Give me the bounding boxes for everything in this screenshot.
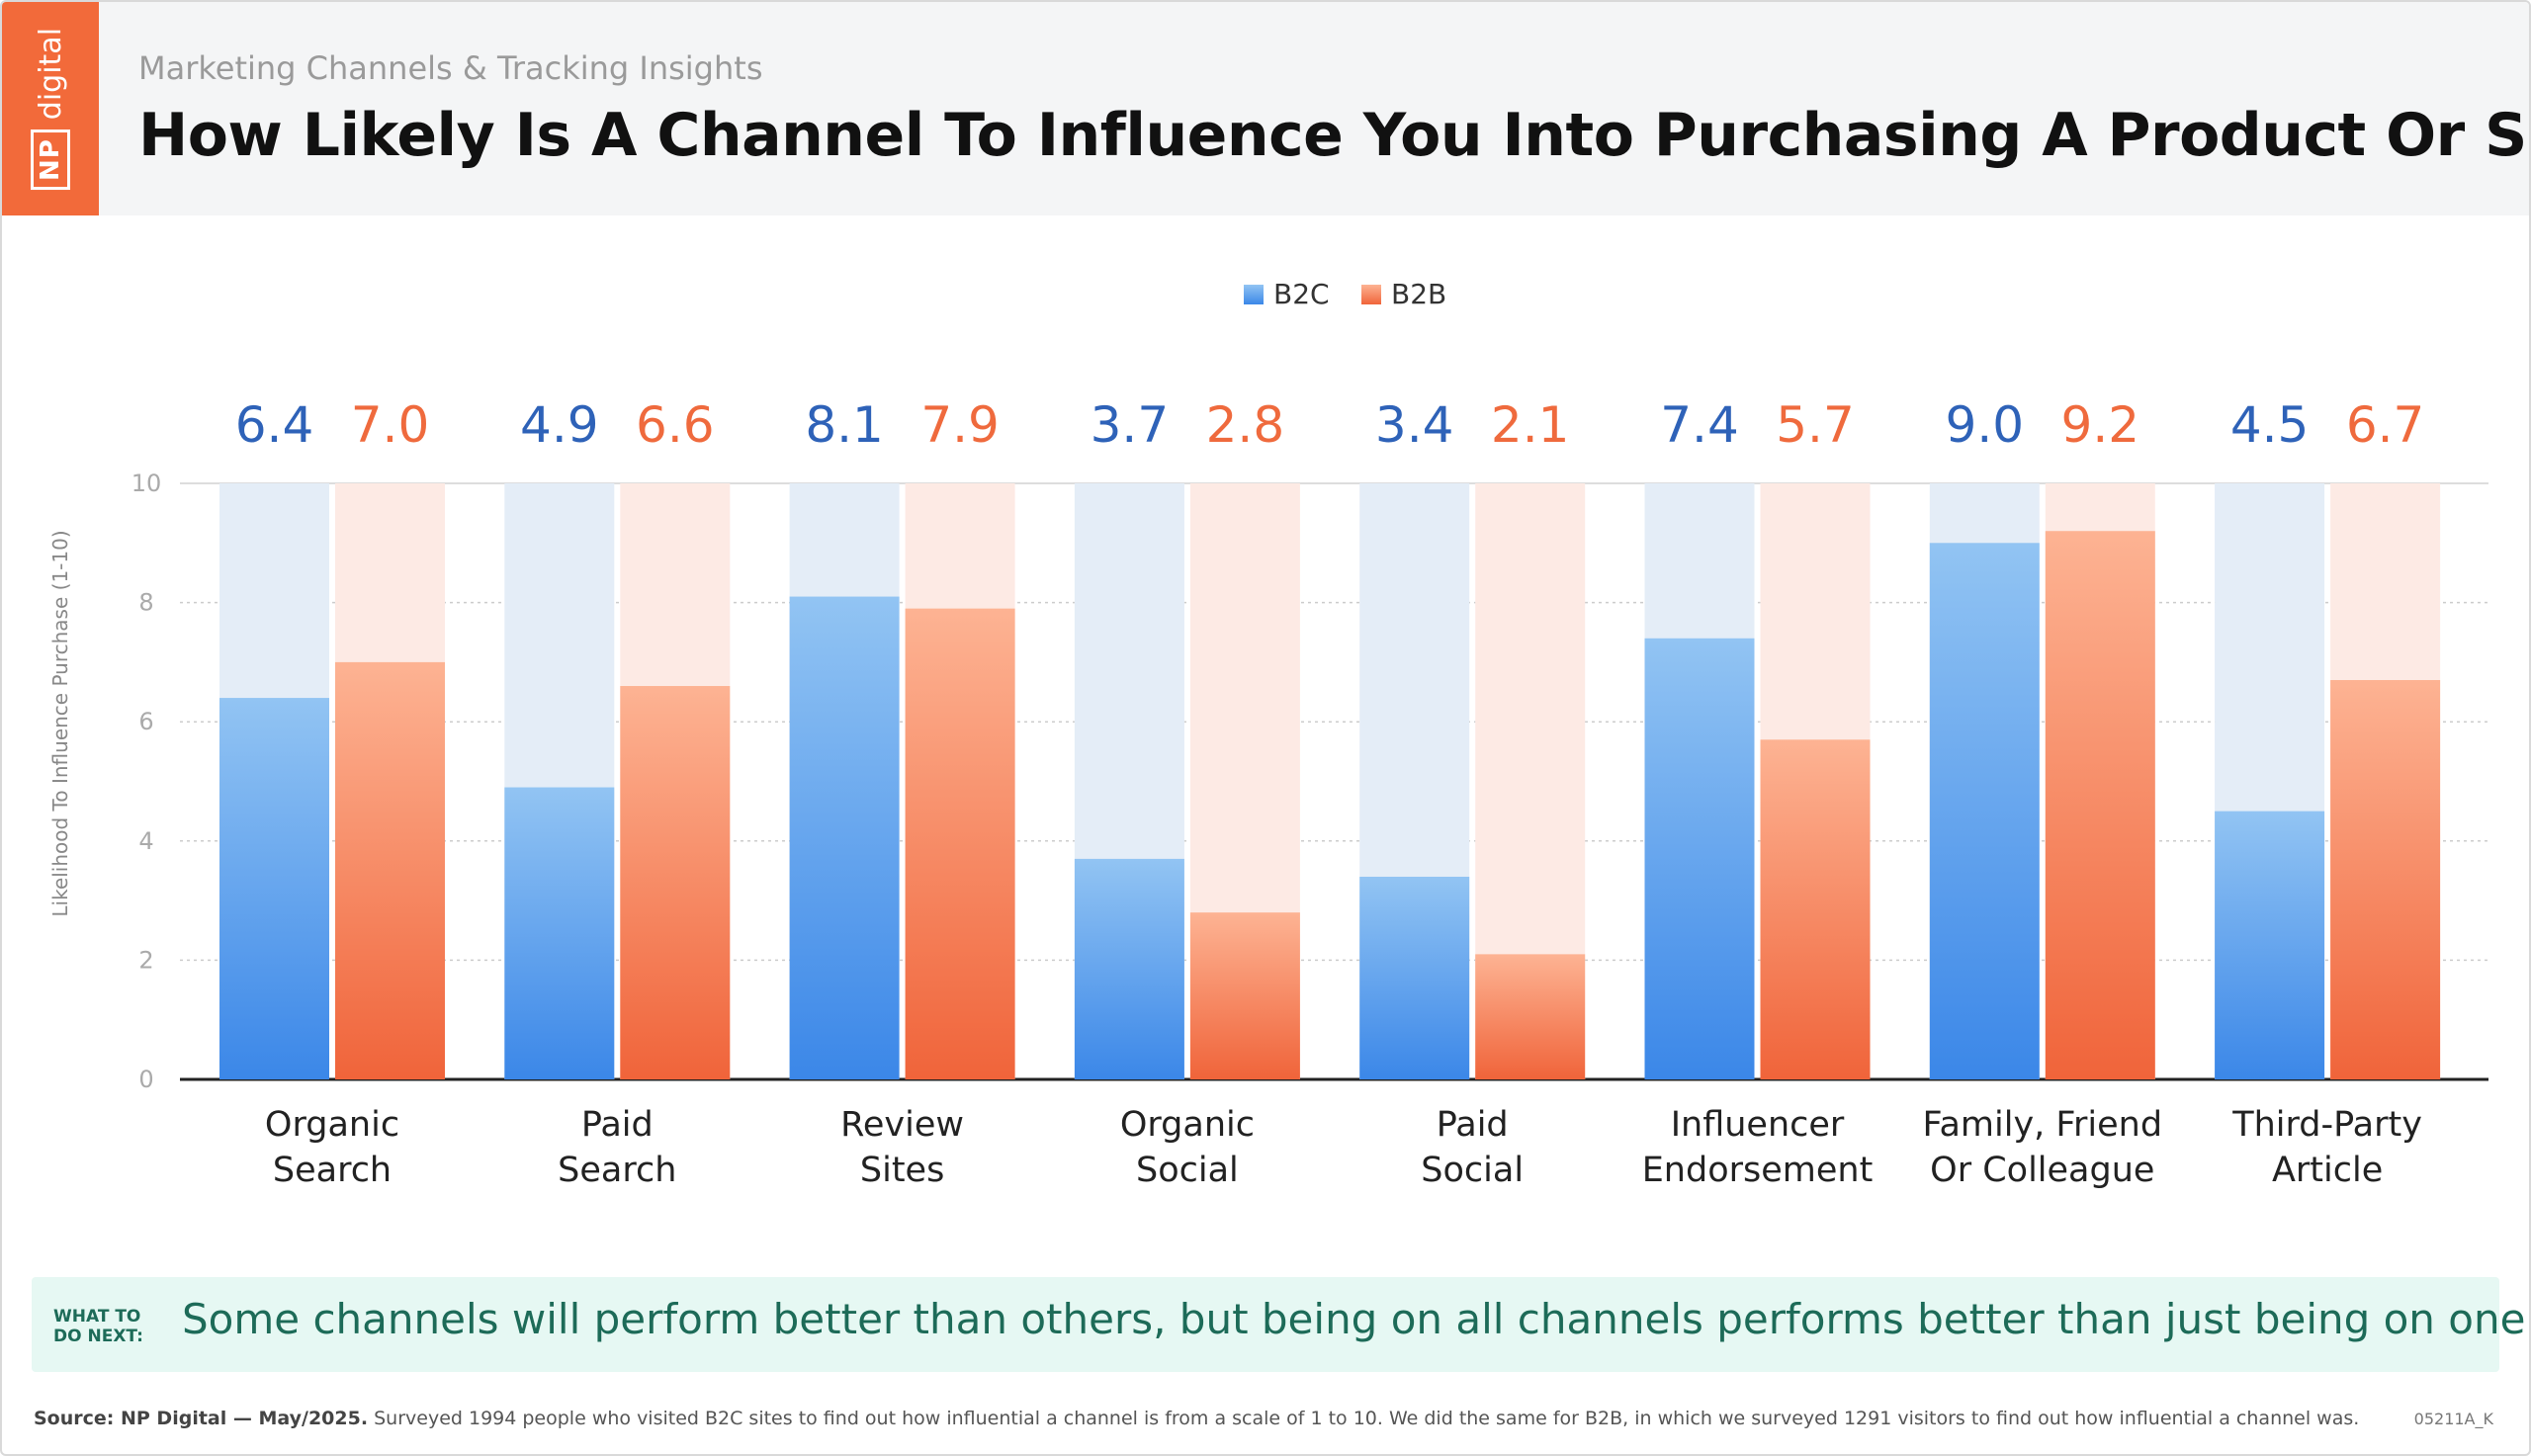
value-label-b2c: 3.4 xyxy=(1375,396,1454,454)
y-tick-label: 6 xyxy=(138,708,153,735)
category-label: Endorsement xyxy=(1642,1151,1874,1190)
category-label: Paid xyxy=(1437,1105,1509,1145)
bar-b2b xyxy=(1189,912,1300,1079)
chart-legend: B2C B2B xyxy=(1244,278,1446,310)
bar-b2b xyxy=(1760,739,1871,1079)
value-label-b2b: 2.8 xyxy=(1206,396,1285,454)
bar-b2b xyxy=(2330,679,2441,1079)
bars-group xyxy=(219,483,2441,1079)
np-digital-logo: NP digital xyxy=(2,2,99,215)
value-label-b2b: 9.2 xyxy=(2061,396,2140,454)
next-label-line1: WHAT TO xyxy=(53,1307,141,1327)
value-label-b2b: 6.7 xyxy=(2346,396,2425,454)
category-label: Paid xyxy=(581,1105,654,1145)
category-label: Organic xyxy=(265,1105,399,1145)
source-text: Surveyed 1994 people who visited B2C sit… xyxy=(368,1408,2360,1429)
category-label: Third-Party xyxy=(2231,1105,2422,1145)
bar-b2c xyxy=(1074,858,1184,1079)
bar-b2c xyxy=(1929,543,2040,1079)
value-label-b2c: 7.4 xyxy=(1660,396,1739,454)
y-tick-label: 8 xyxy=(138,589,153,617)
what-to-do-next-box: WHAT TO DO NEXT: Some channels will perf… xyxy=(32,1277,2529,1372)
legend-swatch-b2c xyxy=(1244,285,1264,304)
category-label: Family, Friend xyxy=(1923,1105,2163,1145)
y-tick-label: 4 xyxy=(138,827,153,855)
source-bold: Source: NP Digital — May/2025. xyxy=(34,1408,369,1429)
bar-b2c xyxy=(1359,876,1470,1079)
y-tick-label: 10 xyxy=(131,470,162,497)
bar-b2b xyxy=(335,661,445,1079)
header: NP digital Marketing Channels & Tracking… xyxy=(2,2,2529,215)
category-label: Influencer xyxy=(1671,1105,1845,1145)
value-label-b2c: 4.9 xyxy=(520,396,599,454)
bar-b2c xyxy=(1644,638,1755,1079)
bar-chart: B2C B2B Likelihood To Influence Purchase… xyxy=(48,278,2488,1190)
document-code: 05211A_K xyxy=(2413,1410,2493,1428)
value-label-b2c: 9.0 xyxy=(1946,396,2025,454)
category-label: Search xyxy=(273,1151,392,1190)
bar-b2c xyxy=(789,596,900,1079)
page-title: How Likely Is A Channel To Influence You… xyxy=(138,101,2531,170)
category-label: Or Colleague xyxy=(1930,1151,2154,1190)
y-axis-label: Likelihood To Influence Purchase (1-10) xyxy=(48,530,72,916)
category-label: Sites xyxy=(860,1151,944,1190)
y-tick-label: 2 xyxy=(138,946,153,974)
bar-b2b xyxy=(2045,531,2155,1079)
category-label: Social xyxy=(1421,1151,1524,1190)
bar-b2c xyxy=(2215,811,2325,1079)
bar-b2b xyxy=(620,686,731,1079)
bar-b2c xyxy=(219,698,329,1079)
category-label: Review xyxy=(840,1105,964,1145)
what-to-do-next-text: Some channels will perform better than o… xyxy=(182,1295,2531,1343)
value-label-b2c: 6.4 xyxy=(235,396,314,454)
category-label: Search xyxy=(558,1151,676,1190)
value-label-b2b: 5.7 xyxy=(1776,396,1855,454)
value-label-b2c: 3.7 xyxy=(1091,396,1170,454)
bar-b2c xyxy=(504,787,615,1079)
value-label-b2b: 7.9 xyxy=(920,396,1000,454)
bar-b2b xyxy=(1475,954,1586,1079)
source-note: Source: NP Digital — May/2025. Surveyed … xyxy=(34,1408,2359,1429)
category-label: Article xyxy=(2272,1151,2383,1190)
labels-group: 0 2 4 6 8 10 6.4 7.0 Organic Search 4.9 6.6 Paid Sear… xyxy=(131,396,2425,1190)
page-subtitle: Marketing Channels & Tracking Insights xyxy=(138,49,763,87)
value-label-b2b: 2.1 xyxy=(1491,396,1570,454)
y-tick-label: 0 xyxy=(138,1066,153,1093)
value-label-b2c: 4.5 xyxy=(2230,396,2310,454)
next-label-line2: DO NEXT: xyxy=(53,1327,143,1346)
category-label: Organic xyxy=(1120,1105,1255,1145)
value-label-b2b: 7.0 xyxy=(351,396,430,454)
bar-b2b xyxy=(905,608,1015,1079)
legend-label-b2c: B2C xyxy=(1273,278,1330,310)
value-label-b2c: 8.1 xyxy=(805,396,884,454)
value-label-b2b: 6.6 xyxy=(636,396,715,454)
category-label: Social xyxy=(1136,1151,1239,1190)
legend-label-b2b: B2B xyxy=(1391,278,1446,310)
what-to-do-next-label: WHAT TO DO NEXT: xyxy=(53,1307,152,1346)
legend-swatch-b2b xyxy=(1361,285,1381,304)
